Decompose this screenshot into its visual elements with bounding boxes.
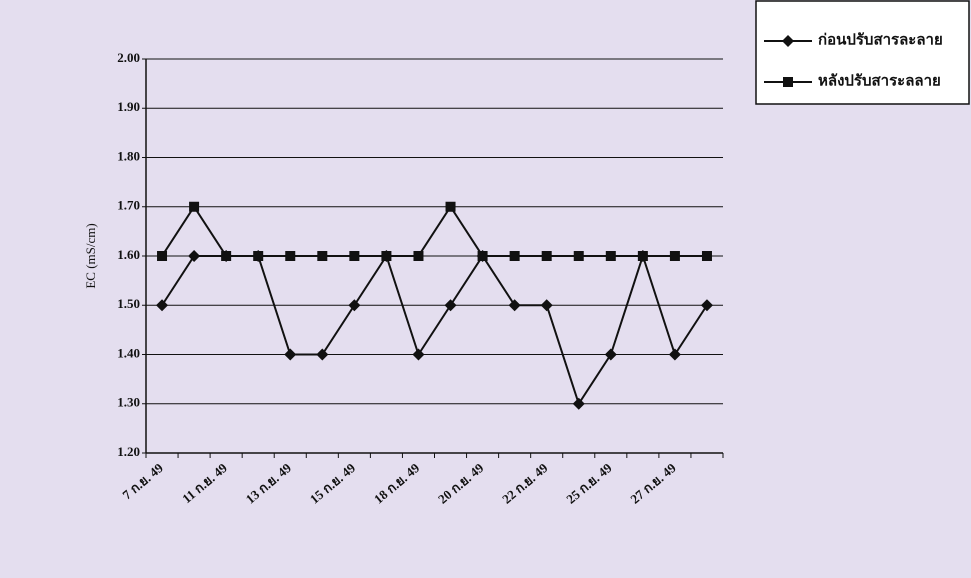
square-marker [317,251,328,261]
diamond-marker [668,348,681,361]
x-tick-label: 7 ก.ย. 49 [119,460,166,503]
series-line [161,252,708,407]
square-marker [637,251,648,261]
y-axis-label: EC (mS/cm) [83,223,98,288]
x-tick-label: 20 ก.ย. 49 [435,460,487,507]
x-tick-label: 13 ก.ย. 49 [243,460,295,507]
square-marker [445,201,456,212]
series-line [161,204,707,257]
square-marker [477,251,488,261]
diamond-marker [412,348,425,361]
y-tick-label: 1.50 [117,296,140,311]
y-tick-label: 1.20 [117,444,140,459]
x-tick-label: 22 ก.ย. 49 [499,460,551,507]
square-marker [605,251,616,261]
diamond-marker [604,348,617,361]
y-tick-label: 1.90 [117,99,140,114]
x-tick-label: 15 ก.ย. 49 [307,460,359,507]
diamond-marker [508,299,521,312]
square-marker [189,201,200,212]
x-tick-label: 27 ก.ย. 49 [627,460,679,507]
square-marker [349,251,360,261]
square-marker [285,251,296,261]
diamond-marker [572,397,585,410]
y-tick-label: 1.70 [117,198,140,213]
y-tick-label: 1.60 [117,247,140,262]
y-tick-label: 1.30 [117,395,140,410]
square-marker [413,251,424,261]
diamond-marker [540,299,553,312]
x-tick-label: 11 ก.ย. 49 [179,460,230,506]
square-marker [253,251,264,261]
square-marker [701,251,712,261]
square-marker [669,251,680,261]
square-marker [509,251,520,261]
x-tick-label: 18 ก.ย. 49 [371,460,423,507]
diamond-marker [188,250,201,262]
diamond-marker [316,348,329,361]
diamond-marker [156,299,169,312]
square-marker [783,77,793,87]
diamond-marker [700,299,713,312]
diamond-marker [284,348,297,361]
diamond-marker [348,299,361,312]
diamond-marker [444,299,457,312]
square-marker [221,251,232,261]
x-tick-label: 25 ก.ย. 49 [563,460,615,507]
y-tick-label: 1.40 [117,345,140,360]
legend-label: หลังปรับสาระลลาย [818,72,941,89]
square-marker [541,251,552,261]
diamond-marker [782,35,794,47]
square-marker [573,251,584,261]
legend-label: ก่อนปรับสารละลาย [818,31,943,48]
y-tick-label: 2.00 [117,50,140,65]
square-marker [157,251,168,261]
square-marker [381,251,392,261]
y-tick-label: 1.80 [117,148,140,163]
